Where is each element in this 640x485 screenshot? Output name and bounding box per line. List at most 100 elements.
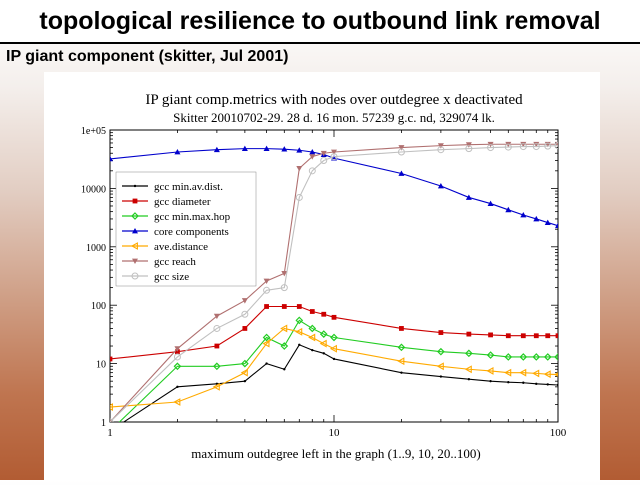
data-point — [110, 403, 113, 412]
data-point — [553, 372, 558, 377]
data-point — [131, 272, 139, 280]
data-point — [133, 184, 137, 188]
data-point — [263, 286, 271, 294]
data-point — [262, 333, 271, 342]
data-point — [132, 228, 138, 234]
legend-label: core components — [154, 226, 229, 238]
x-tick-label: 100 — [550, 427, 567, 439]
data-point — [173, 362, 182, 371]
data-point — [555, 222, 558, 229]
y-tick-label: 1 — [101, 418, 106, 429]
data-point — [554, 353, 558, 361]
legend-label: gcc reach — [154, 256, 196, 268]
y-tick-label: 100 — [91, 301, 106, 312]
data-point — [397, 148, 405, 156]
chart-title: IP giant comp.metrics with nodes over ou… — [145, 92, 523, 108]
data-point — [213, 362, 221, 371]
data-point — [437, 143, 444, 149]
data-point — [280, 284, 288, 292]
series-2 — [110, 304, 558, 362]
series-7 — [110, 142, 558, 422]
data-point — [532, 143, 540, 151]
data-point — [242, 326, 248, 331]
data-point — [295, 316, 304, 325]
data-point — [280, 324, 288, 333]
data-point — [466, 331, 472, 337]
data-point — [520, 333, 526, 339]
legend-label: gcc min.max.hop — [154, 211, 231, 223]
data-point — [507, 381, 510, 384]
data-point — [331, 149, 337, 156]
data-point — [555, 333, 558, 339]
data-point — [240, 368, 248, 377]
data-point — [437, 146, 445, 154]
series-line — [110, 327, 558, 408]
data-point — [296, 166, 303, 172]
data-point — [465, 194, 472, 200]
data-point — [543, 370, 551, 379]
data-point — [331, 314, 337, 320]
data-point — [465, 142, 472, 148]
slide-title: topological resilience to outbound link … — [0, 0, 640, 42]
data-point — [487, 144, 495, 152]
data-point — [173, 398, 181, 406]
x-tick-label: 10 — [329, 427, 341, 439]
data-point — [265, 362, 268, 365]
data-point — [241, 310, 249, 318]
data-point — [295, 327, 303, 336]
data-point — [311, 348, 314, 352]
legend-box — [115, 171, 257, 287]
data-point — [544, 142, 552, 150]
data-point — [262, 339, 270, 348]
y-tick-label: 10000 — [81, 184, 106, 195]
data-point — [214, 343, 220, 349]
data-point — [504, 353, 513, 361]
data-point — [320, 150, 327, 157]
data-point — [397, 357, 405, 366]
legend: gcc min.av.dist. gcc diameter gcc min.max.… — [115, 171, 257, 287]
data-point — [309, 309, 315, 314]
series-line — [110, 145, 558, 422]
data-point — [308, 167, 316, 175]
data-point — [437, 347, 445, 356]
data-point — [130, 242, 138, 250]
axis-ticks: 1 10 100 1 10 100 1000 10000 1e+05 — [81, 126, 567, 439]
data-point — [439, 375, 443, 378]
data-point — [556, 383, 558, 387]
data-point — [505, 333, 511, 339]
data-point — [213, 324, 221, 332]
data-point — [309, 149, 316, 155]
data-point — [486, 351, 495, 359]
data-point — [332, 357, 336, 361]
data-point — [486, 366, 494, 375]
slide-subtitle: IP giant component (skitter, Jul 2001) — [6, 48, 289, 65]
data-point — [174, 149, 181, 155]
data-point — [533, 215, 540, 222]
data-point — [533, 333, 539, 339]
data-point — [535, 382, 538, 386]
data-point — [264, 304, 269, 309]
data-point — [465, 349, 473, 358]
data-point — [330, 153, 338, 161]
data-point — [438, 330, 444, 335]
data-point — [398, 145, 405, 151]
data-point — [398, 170, 405, 176]
data-point — [504, 143, 512, 151]
data-point — [295, 193, 303, 201]
data-point — [263, 278, 270, 284]
data-point — [329, 344, 337, 353]
data-point — [489, 379, 492, 383]
series-layer — [110, 141, 558, 422]
data-point — [281, 146, 288, 152]
data-point — [504, 368, 512, 377]
legend-label: gcc diameter — [154, 196, 211, 208]
y-tick-label: 1e+05 — [81, 126, 106, 137]
series-3 — [118, 316, 558, 422]
data-point — [505, 206, 512, 213]
data-point — [465, 145, 473, 153]
data-point — [132, 198, 138, 204]
data-point — [487, 200, 494, 206]
data-point — [554, 142, 558, 150]
data-point — [321, 311, 327, 317]
data-point — [243, 379, 247, 383]
